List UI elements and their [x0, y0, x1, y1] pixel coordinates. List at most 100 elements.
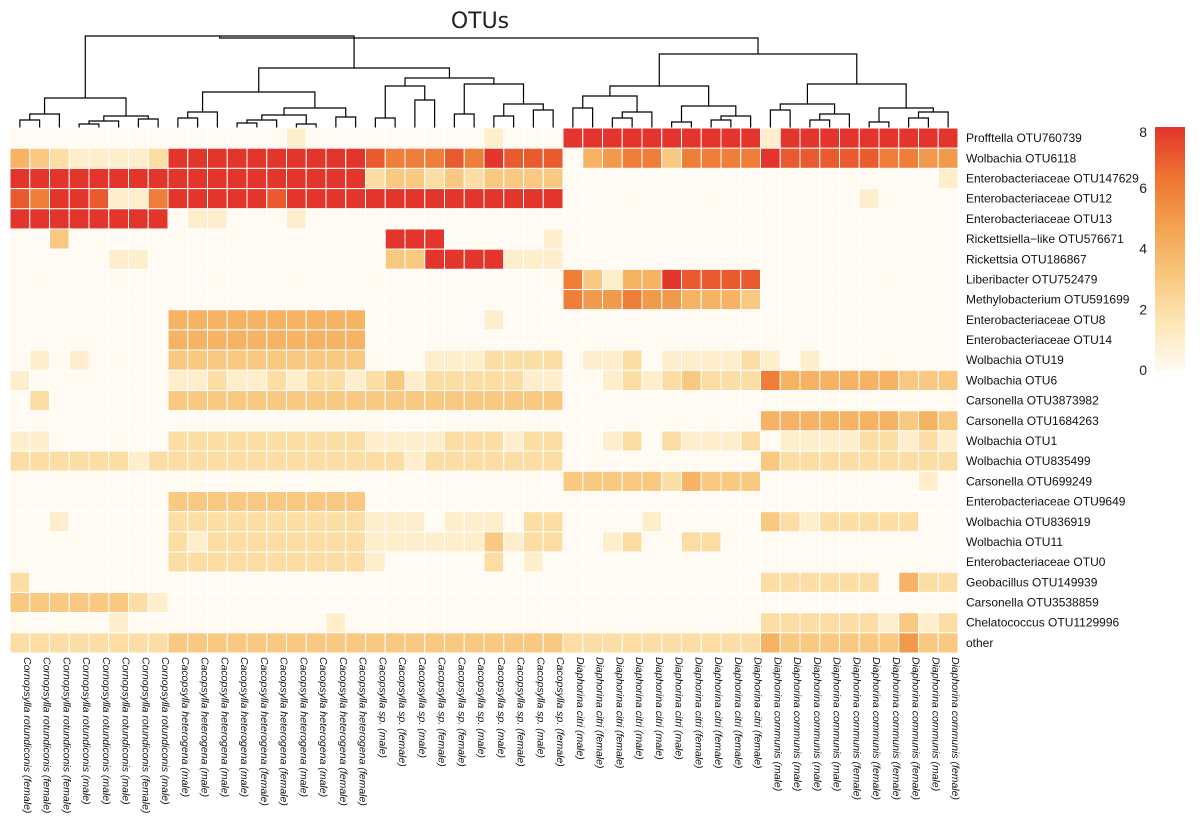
- heatmap-cell: [207, 531, 228, 553]
- heatmap-cell: [700, 208, 722, 230]
- heatmap-cell: [266, 551, 287, 573]
- heatmap-cell: [661, 612, 682, 634]
- heatmap-cell: [858, 511, 880, 533]
- heatmap-cell: [463, 289, 485, 311]
- heatmap-cell: [404, 591, 426, 614]
- heatmap-cell: [9, 632, 31, 654]
- heatmap-cell: [266, 591, 287, 614]
- heatmap-cell: [740, 349, 761, 371]
- heatmap-cell: [760, 450, 781, 472]
- heatmap-cell: [740, 228, 761, 250]
- heatmap-cell: [641, 268, 663, 291]
- heatmap-cell: [681, 511, 702, 533]
- heatmap-cell: [88, 490, 110, 513]
- heatmap-cell: [562, 289, 584, 311]
- heatmap-cell: [424, 571, 445, 593]
- heatmap-cell: [503, 490, 524, 513]
- heatmap-cell: [49, 289, 70, 311]
- heatmap-cell: [700, 612, 722, 634]
- heatmap-cell: [760, 167, 781, 190]
- row-label: Wolbachia OTU6: [966, 373, 1057, 387]
- heatmap-cell: [483, 612, 505, 634]
- heatmap-cell: [602, 470, 623, 492]
- heatmap-cell: [503, 349, 524, 371]
- heatmap-cell: [779, 390, 801, 412]
- row-label: Wolbachia OTU6118: [966, 151, 1077, 165]
- heatmap-cell: [246, 329, 268, 351]
- heatmap-cell: [898, 349, 919, 371]
- heatmap-cell: [286, 490, 307, 513]
- heatmap-cell: [9, 430, 31, 452]
- heatmap-cell: [305, 612, 327, 634]
- heatmap-cell: [641, 208, 663, 230]
- heatmap-cell: [898, 188, 919, 210]
- heatmap-cell: [404, 390, 426, 412]
- heatmap-cell: [444, 127, 465, 149]
- heatmap-cell: [562, 470, 584, 492]
- heatmap-cell: [246, 248, 268, 270]
- colorbar-segment: [1155, 175, 1185, 181]
- heatmap-cell: [760, 127, 781, 149]
- heatmap-cell: [700, 147, 722, 169]
- heatmap-cell: [819, 591, 840, 614]
- heatmap-cell: [9, 390, 31, 412]
- heatmap-cell: [345, 410, 366, 432]
- column-label: Cornopsylla rotundiconis (female): [41, 657, 53, 813]
- heatmap-cell: [305, 490, 327, 513]
- heatmap-cell: [108, 571, 129, 593]
- heatmap-cell: [444, 450, 465, 472]
- heatmap-cell: [207, 571, 228, 593]
- heatmap-cell: [167, 470, 189, 492]
- colorbar-segment: [1155, 289, 1185, 294]
- heatmap-cell: [444, 612, 465, 634]
- heatmap-cell: [937, 268, 959, 291]
- heatmap-cell: [681, 349, 702, 371]
- heatmap-cell: [720, 591, 742, 614]
- heatmap-cell: [286, 632, 307, 654]
- heatmap-cell: [760, 147, 781, 169]
- heatmap-cell: [700, 490, 722, 513]
- heatmap-cell: [562, 591, 584, 614]
- colorbar-segment: [1155, 321, 1185, 327]
- colorbar-segment: [1155, 357, 1185, 363]
- heatmap-cell: [29, 511, 50, 533]
- heatmap-cell: [700, 268, 722, 291]
- heatmap-cell: [108, 450, 129, 472]
- heatmap-cell: [404, 571, 426, 593]
- colorbar-segment: [1155, 284, 1185, 290]
- heatmap-cell: [29, 490, 50, 513]
- dendrogram-link: [236, 122, 258, 128]
- heatmap-cell: [523, 228, 544, 250]
- heatmap-cell: [918, 167, 939, 190]
- heatmap-cell: [621, 551, 643, 573]
- column-label: Cacopsylla sp. (male): [534, 657, 546, 758]
- heatmap-cell: [898, 228, 919, 250]
- heatmap-cell: [128, 612, 149, 634]
- heatmap-cell: [266, 208, 287, 230]
- dendrogram-link: [84, 35, 355, 98]
- heatmap-cell: [681, 410, 702, 432]
- heatmap-cell: [858, 390, 880, 412]
- heatmap-cell: [325, 228, 347, 250]
- heatmap-cell: [29, 612, 50, 634]
- colorbar-segment: [1155, 187, 1185, 193]
- heatmap-cell: [503, 268, 524, 291]
- heatmap-cell: [700, 511, 722, 533]
- heatmap-cell: [483, 430, 505, 452]
- heatmap-cell: [562, 511, 584, 533]
- heatmap-cell: [88, 127, 110, 149]
- heatmap-cell: [147, 167, 169, 190]
- heatmap-cell: [207, 268, 228, 291]
- heatmap-cell: [819, 147, 840, 169]
- heatmap-cell: [621, 188, 643, 210]
- heatmap-cell: [918, 551, 939, 573]
- heatmap-cell: [582, 410, 603, 432]
- heatmap-cell: [819, 289, 840, 311]
- heatmap-cell: [602, 167, 623, 190]
- heatmap-cell: [463, 167, 485, 190]
- heatmap-cell: [463, 390, 485, 412]
- heatmap-cell: [858, 167, 880, 190]
- heatmap-cell: [444, 349, 465, 371]
- heatmap-cell: [937, 390, 959, 412]
- heatmap-cell: [582, 632, 603, 654]
